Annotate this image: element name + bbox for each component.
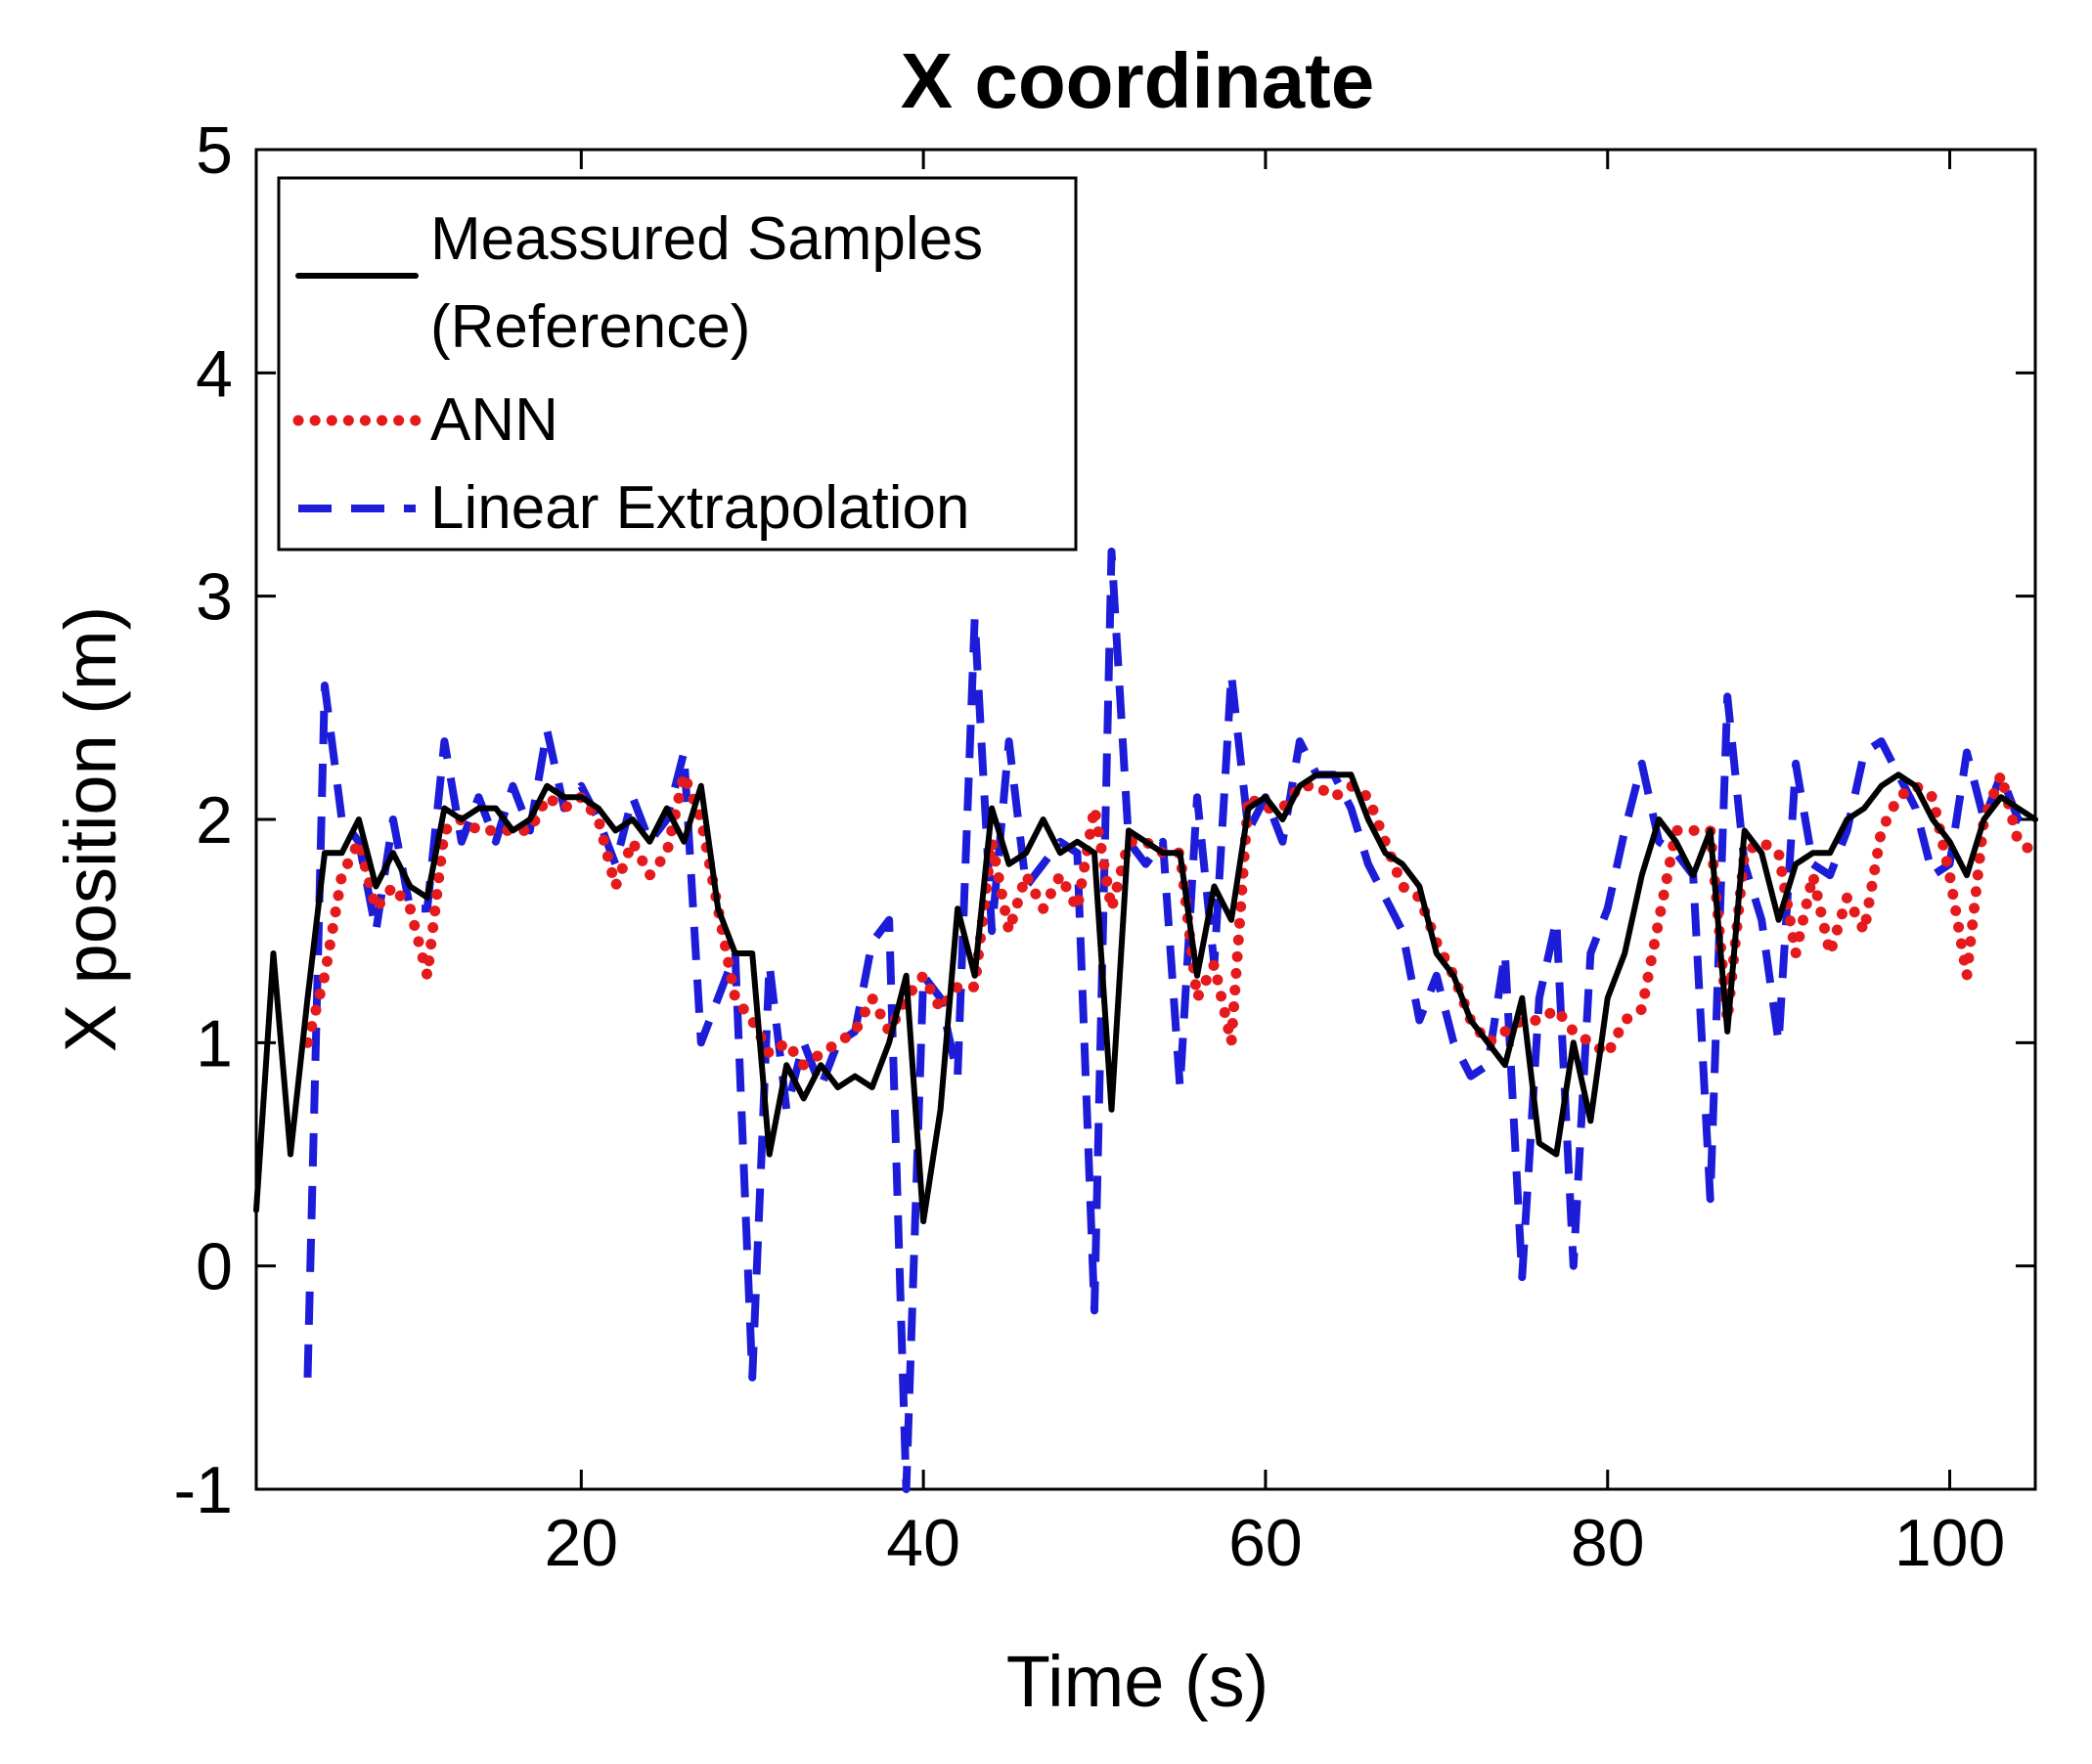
- y-tick-label: 4: [196, 336, 233, 411]
- legend-label: (Reference): [430, 293, 750, 361]
- y-tick-label: 2: [196, 783, 233, 858]
- x-axis-label: Time (s): [1006, 1641, 1269, 1722]
- y-axis-label: X position (m): [50, 606, 131, 1052]
- legend-box: [277, 176, 1078, 551]
- legend: Meassured Samples (Reference) ANN Linear Ex…: [277, 176, 1078, 551]
- x-tick-label: 40: [886, 1506, 960, 1580]
- x-tick-label: 100: [1894, 1506, 2005, 1580]
- x-tick-label: 60: [1228, 1506, 1303, 1580]
- y-tick-label: 0: [196, 1230, 233, 1304]
- x-tick-label: 80: [1571, 1506, 1645, 1580]
- series-line-linear-extrapolation: [303, 548, 2038, 1493]
- series-layer: [253, 548, 2041, 1493]
- axis-ticks: 20 40 60 80 100 -1 0 1 2 3 4 5: [174, 113, 2035, 1580]
- y-tick-label: 5: [196, 113, 233, 188]
- y-tick-label: -1: [174, 1453, 233, 1527]
- y-tick-label: 3: [196, 560, 233, 635]
- chart-title: X coordinate: [901, 37, 1375, 124]
- series-line-meassured-samples-reference: [253, 772, 2038, 1224]
- x-tick-label: 20: [544, 1506, 618, 1580]
- legend-label: ANN: [430, 386, 558, 454]
- legend-label: Meassured Samples: [430, 205, 983, 273]
- y-tick-label: 1: [196, 1006, 233, 1080]
- legend-label: Linear Extrapolation: [430, 474, 969, 542]
